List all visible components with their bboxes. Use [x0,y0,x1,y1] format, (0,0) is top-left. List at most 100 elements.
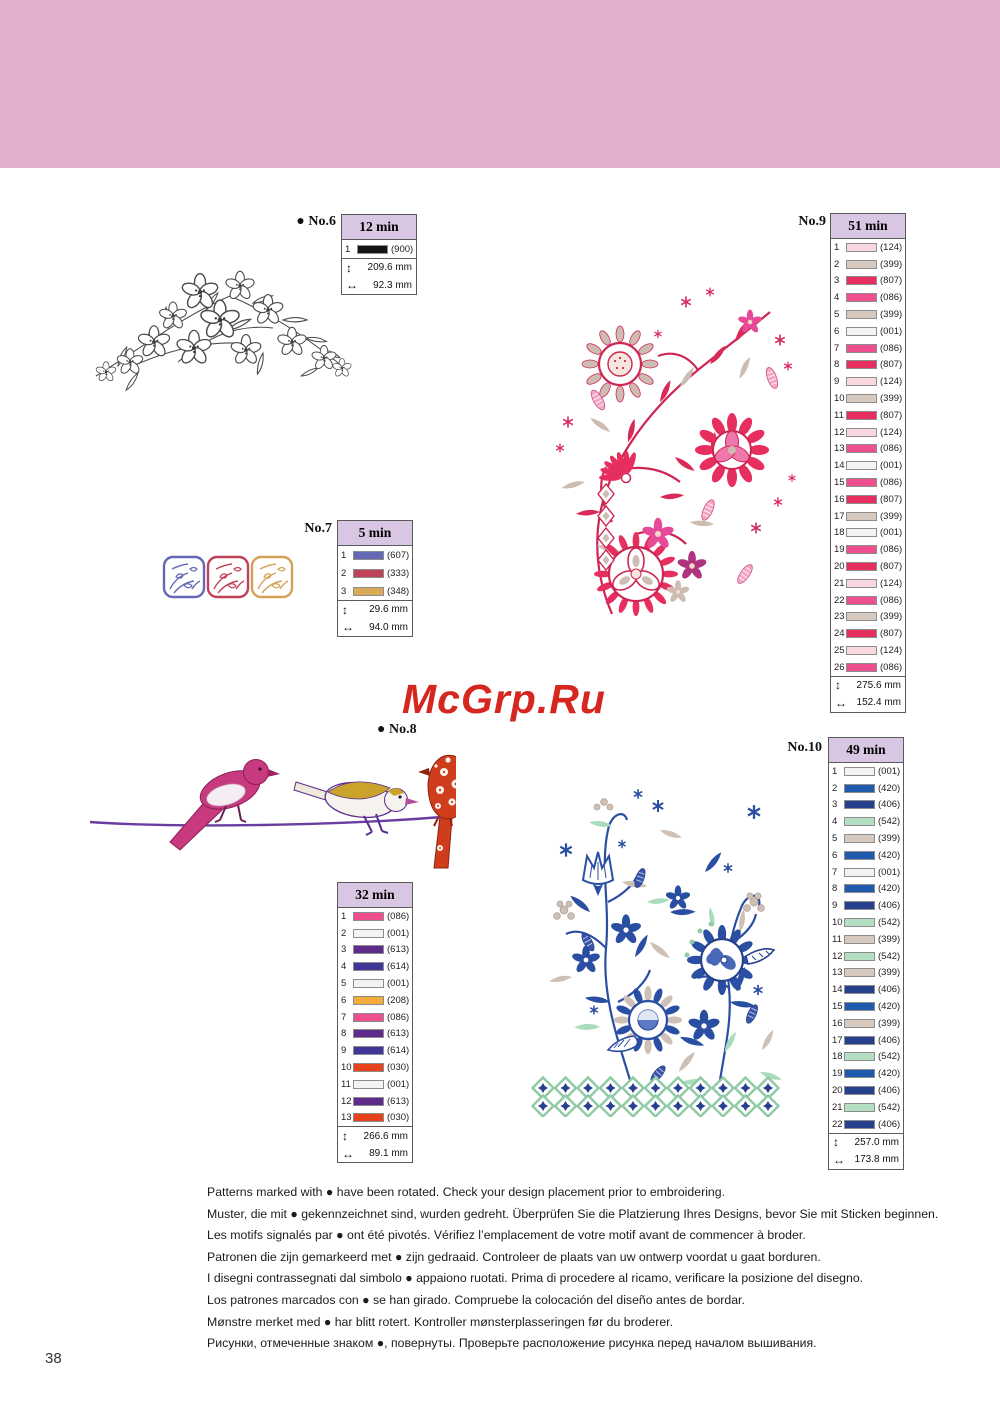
height-row: ↕ 29.6 mm [338,601,412,619]
pattern-label-no6: ● No.6 [240,214,336,230]
thread-row: 12 (542) [829,948,903,965]
thread-code: (399) [878,933,901,945]
thread-color-swatch [846,242,877,252]
thread-number: 3 [341,585,347,597]
thread-color-swatch [846,494,877,504]
bird-pink [169,759,280,851]
thread-number: 24 [834,628,845,640]
thread-code: (420) [878,883,901,895]
thread-code: (086) [880,443,903,455]
thread-number: 4 [341,961,347,973]
design-width: 92.3 mm [373,279,412,291]
thread-row: 25 (124) [831,642,905,659]
thread-row: 11 (399) [829,931,903,948]
thread-row: 18 (001) [831,525,905,542]
thread-number: 18 [834,527,845,539]
thread-color-swatch [846,612,877,622]
thread-number: 26 [834,661,845,673]
thread-number: 21 [832,1101,843,1113]
thread-number: 6 [341,994,347,1006]
thread-code: (420) [878,1068,901,1080]
thread-row: 3 (348) [338,582,412,600]
pattern-number: No.7 [304,521,332,536]
thread-code: (542) [878,917,901,929]
rotated-marker: ● [296,214,309,229]
height-row: ↕ 209.6 mm [342,259,416,277]
thread-code: (399) [878,833,901,845]
thread-row: 1 (900) [342,240,416,258]
thread-number: 7 [341,1011,347,1023]
stitch-time: 12 min [342,215,416,240]
thread-table-no6: 12 min 1 (900) ↕ 209.6 mm ↔ 92.3 mm [341,214,417,295]
stitch-time: 5 min [338,521,412,546]
thread-code: (030) [387,1062,410,1074]
thread-row: 7 (086) [831,340,905,357]
thread-color-swatch [353,586,384,596]
thread-color-swatch [844,1052,875,1062]
thread-number: 10 [834,393,845,405]
thread-row: 3 (807) [831,273,905,290]
thread-color-swatch [846,528,877,538]
thread-number: 7 [834,342,840,354]
thread-row: 8 (420) [829,881,903,898]
height-row: ↕ 257.0 mm [829,1134,903,1152]
thread-code: (030) [387,1112,410,1124]
design-width: 152.4 mm [856,697,901,709]
pattern-no8-artwork [88,738,470,876]
thread-color-swatch [353,979,384,989]
thread-color-swatch [846,461,877,471]
thread-number: 20 [834,561,845,573]
thread-number: 16 [834,493,845,505]
thread-color-swatch [353,1012,384,1022]
thread-code: (807) [880,561,903,573]
thread-color-swatch [846,410,877,420]
thread-code: (807) [880,359,903,371]
thread-code: (542) [878,1101,901,1113]
thread-row: 14 (406) [829,981,903,998]
thread-number: 8 [341,1028,347,1040]
thread-row: 9 (614) [338,1042,412,1059]
thread-code: (406) [878,1118,901,1130]
thread-number: 2 [341,927,347,939]
pattern-number: No.9 [798,214,826,229]
thread-color-swatch [357,244,388,254]
thread-row: 14 (001) [831,457,905,474]
width-arrow-icon: ↔ [342,620,354,635]
design-height: 209.6 mm [367,262,412,274]
thread-code: (086) [387,1011,410,1023]
thread-color-swatch [846,259,877,269]
width-row: ↔ 92.3 mm [342,277,416,295]
thread-number: 23 [834,611,845,623]
thread-color-swatch [353,1063,384,1073]
thread-number: 2 [832,782,838,794]
thread-color-swatch [844,884,875,894]
thread-table-no9: 51 min 1 (124) 2 (399) 3 (807) 4 (086) 5 (399) 6 (0… [830,213,906,713]
note-norwegian: Mønstre merket med ● har blitt rotert. K… [207,1314,673,1329]
height-arrow-icon: ↕ [833,1135,839,1150]
thread-code: (399) [880,393,903,405]
thread-list: 1 (900) [342,240,416,258]
thread-number: 8 [832,883,838,895]
thread-color-swatch [844,985,875,995]
thread-color-swatch [846,629,877,639]
thread-row: 5 (399) [831,306,905,323]
thread-color-swatch [846,343,877,353]
thread-number: 10 [341,1062,352,1074]
pattern-number: No.10 [787,740,822,755]
thread-code: (399) [880,510,903,522]
thread-number: 6 [834,325,840,337]
width-arrow-icon: ↔ [342,1146,354,1161]
thread-number: 14 [832,984,843,996]
thread-code: (607) [387,549,410,561]
thread-color-swatch [846,293,877,303]
height-row: ↕ 266.6 mm [338,1127,412,1145]
thread-number: 17 [834,510,845,522]
diamond-border [531,1076,780,1118]
thread-row: 12 (124) [831,424,905,441]
pattern-no9-artwork [540,282,805,617]
design-width: 89.1 mm [369,1148,408,1160]
thread-color-swatch [844,934,875,944]
thread-code: (086) [880,292,903,304]
thread-color-swatch [844,918,875,928]
design-width: 173.8 mm [854,1154,899,1166]
